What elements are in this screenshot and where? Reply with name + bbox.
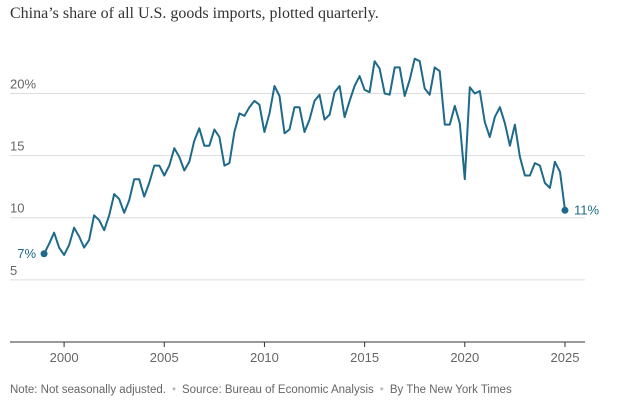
y-tick-label: 20%: [10, 76, 36, 91]
footer-separator: •: [171, 384, 177, 396]
x-axis: 2000 2005 2010 2015 2020 2025: [10, 341, 585, 365]
x-tick-label: 2010: [250, 350, 279, 365]
footer-note: Note: Not seasonally adjusted.: [10, 384, 166, 396]
end-point: [561, 206, 569, 214]
series-layer: [40, 57, 569, 258]
series-line: [43, 57, 566, 256]
x-tick-label: 2025: [551, 350, 580, 365]
end-value-label: 11%: [574, 202, 599, 217]
y-tick-label: 15: [10, 139, 24, 154]
footer-separator: •: [379, 384, 384, 396]
chart-footer: Note: Not seasonally adjusted. • Source: B…: [10, 384, 512, 396]
y-tick-label: 5: [10, 263, 17, 278]
footer-source: Source: Bureau of Economic Analysis: [182, 384, 374, 396]
x-tick-label: 2005: [150, 350, 179, 365]
x-tick-label: 2000: [50, 350, 79, 365]
x-tick-label: 2020: [450, 350, 479, 365]
y-axis-ticks: 5 10 15 20%: [10, 76, 36, 277]
chart-title: China’s share of all U.S. goods imports,…: [10, 5, 379, 22]
start-point: [40, 250, 48, 258]
start-value-label: 7%: [17, 246, 36, 261]
x-tick-label: 2015: [350, 350, 379, 365]
gridlines: [10, 92, 585, 281]
y-tick-label: 10: [10, 201, 24, 216]
footer-byline: By The New York Times: [389, 384, 512, 396]
data-labels: 7% 11%: [17, 202, 599, 260]
